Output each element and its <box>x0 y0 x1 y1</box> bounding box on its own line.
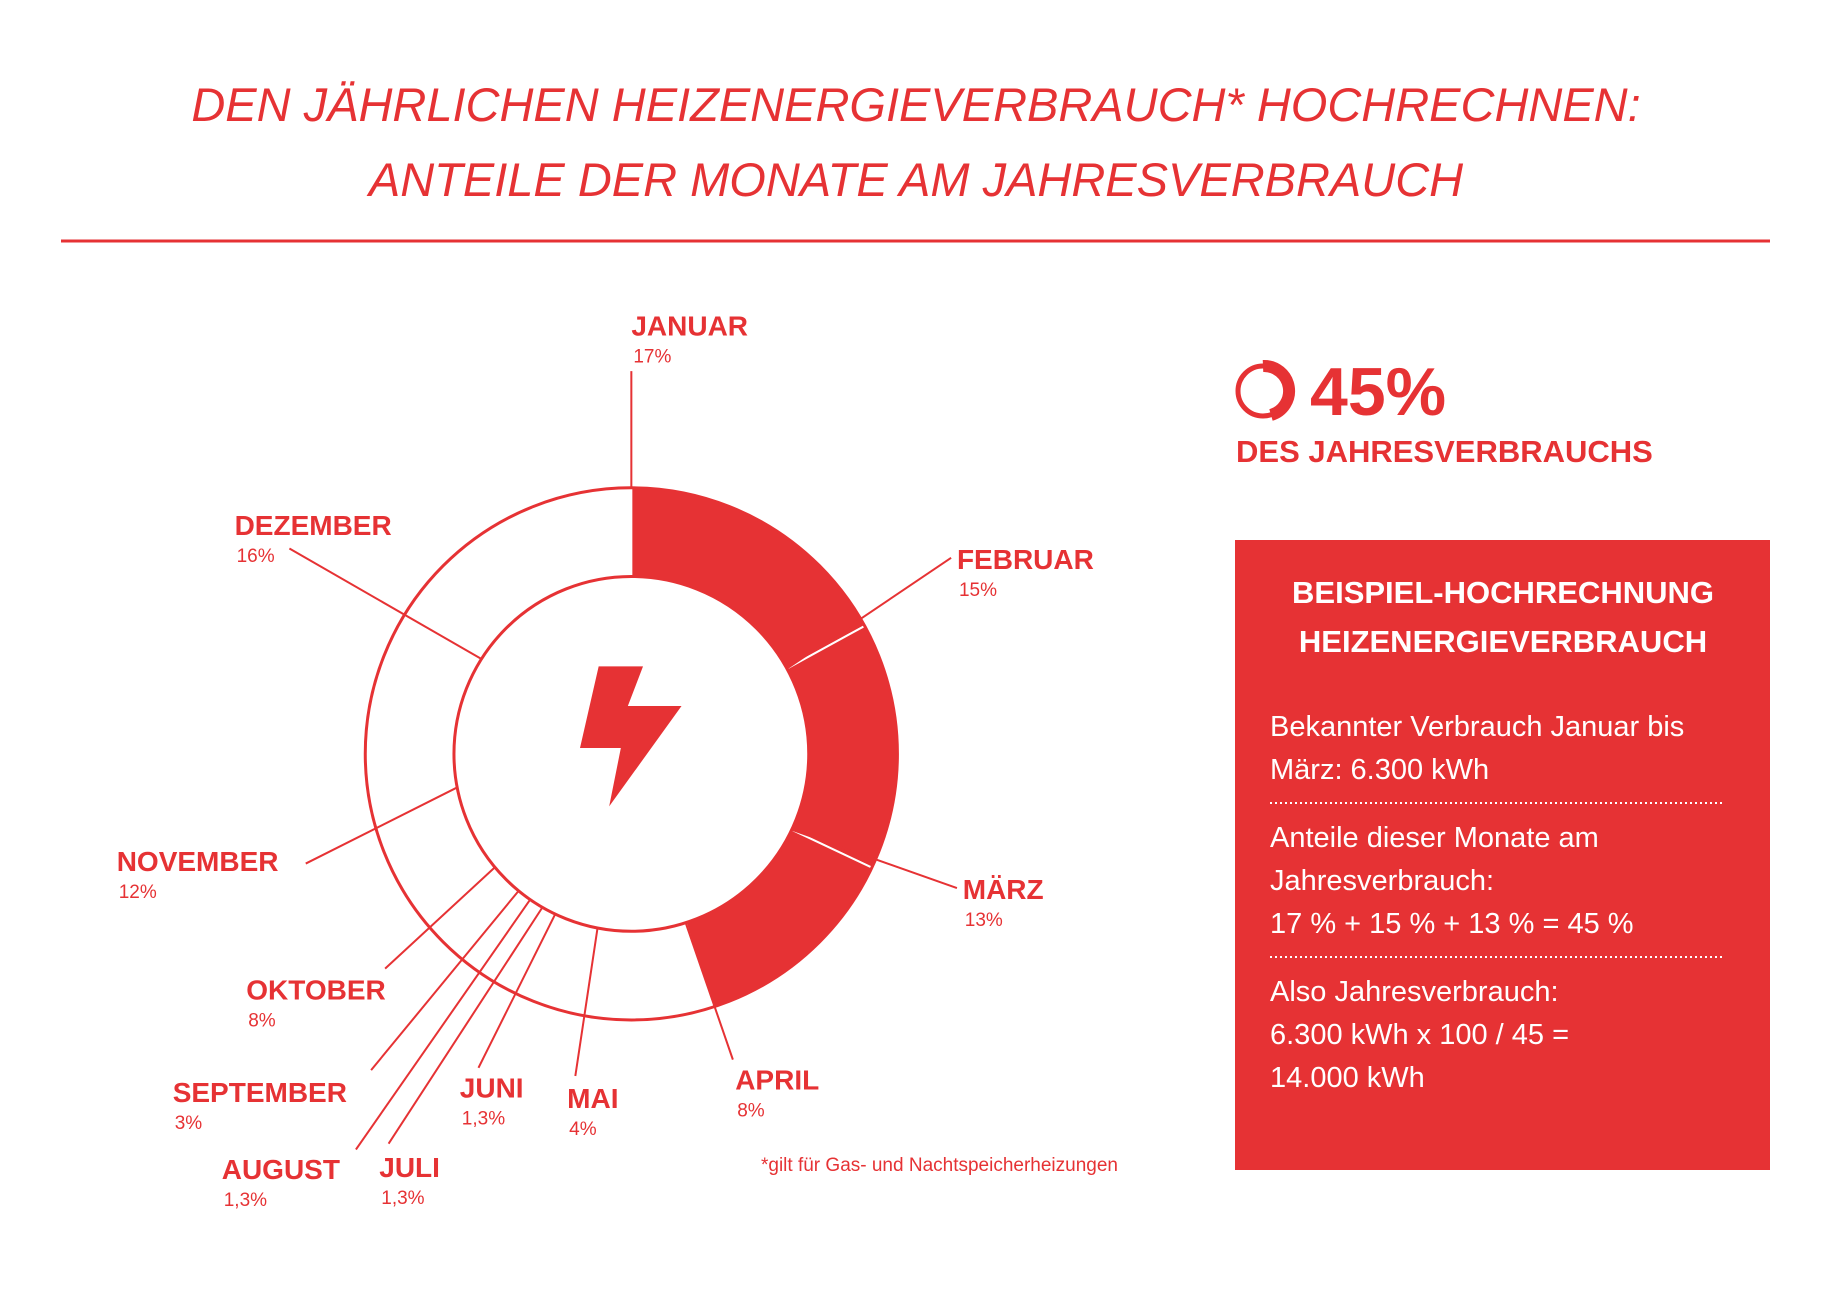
chart-subtitle: ANTEILE DER MONATE AM JAHRESVERBRAUCH <box>366 153 1463 206</box>
donut-segment <box>406 487 632 659</box>
value-label: 15% <box>959 580 997 601</box>
value-label: 1,3% <box>224 1190 267 1211</box>
leader-line <box>305 786 458 865</box>
month-label: DEZEMBER <box>235 510 392 541</box>
month-label: OKTOBER <box>246 974 386 1005</box>
leader-line <box>574 927 599 1077</box>
box-title: BEISPIEL-HOCHRECHNUNG <box>1292 575 1714 610</box>
box-text: 6.300 kWh x 100 / 45 = <box>1270 1019 1569 1051</box>
month-label: JANUAR <box>631 310 748 341</box>
leader-line <box>684 922 734 1060</box>
box-text: März: 6.300 kWh <box>1270 754 1489 786</box>
donut-segment <box>517 914 598 1016</box>
value-label: 1,3% <box>462 1108 505 1129</box>
month-label: MAI <box>567 1083 618 1114</box>
donut-segment <box>462 890 531 973</box>
donut-segment <box>580 922 713 1020</box>
value-label: 8% <box>248 1010 276 1031</box>
box-title: HEIZENERGIEVERBRAUCH <box>1299 624 1707 659</box>
value-label: 16% <box>237 546 275 567</box>
ring-icon <box>1235 360 1296 421</box>
month-label: SEPTEMBER <box>173 1077 347 1108</box>
box-text: Bekannter Verbrauch Januar bis <box>1270 711 1684 743</box>
month-label: JULI <box>379 1152 440 1183</box>
bolt-icon <box>579 666 682 807</box>
ring-outline <box>363 486 899 1022</box>
leader-line <box>288 547 482 660</box>
value-label: 4% <box>569 1119 597 1140</box>
ring-outline <box>452 574 811 933</box>
box-text: Jahresverbrauch: <box>1270 865 1494 897</box>
box-text: Anteile dieser Monate am <box>1270 822 1599 854</box>
donut-segment <box>365 611 482 805</box>
month-label: AUGUST <box>222 1154 340 1185</box>
month-label: NOVEMBER <box>117 846 279 877</box>
box-text: 14.000 kWh <box>1270 1062 1425 1094</box>
month-label: JUNI <box>460 1072 524 1103</box>
leader-line <box>355 899 531 1151</box>
value-label: 8% <box>737 1100 765 1121</box>
donut-segment <box>370 787 495 924</box>
highlight-label: DES JAHRESVERBRAUCHS <box>1236 434 1653 469</box>
donut-segment <box>426 867 519 960</box>
footnote: *gilt für Gas- und Nachtspeicherheizunge… <box>761 1155 1118 1176</box>
month-label: MÄRZ <box>963 874 1044 905</box>
month-label: APRIL <box>735 1064 819 1095</box>
value-label: 1,3% <box>381 1188 424 1209</box>
month-label: FEBRUAR <box>957 544 1094 575</box>
leader-line <box>477 913 557 1069</box>
value-label: 3% <box>175 1113 203 1134</box>
value-label: 13% <box>965 910 1003 931</box>
box-text: 17 % + 15 % + 13 % = 45 % <box>1270 908 1634 940</box>
leader-line <box>384 866 496 970</box>
leader-line <box>786 556 952 670</box>
highlight-value: 45% <box>1310 354 1446 430</box>
value-label: 17% <box>633 346 671 367</box>
chart-title: DEN JÄHRLICHEN HEIZENERGIEVERBRAUCH* HOC… <box>191 78 1640 131</box>
leader-line <box>791 828 958 890</box>
leader-line <box>370 890 520 1071</box>
donut-segment <box>479 899 543 985</box>
box-text: Also Jahresverbrauch: <box>1270 976 1559 1008</box>
value-label: 12% <box>119 882 157 903</box>
leader-line <box>387 906 544 1145</box>
donut-chart: JANUAR 17% FEBRUAR 15% MÄRZ 13% APRIL 8% MAI 4% JU… <box>117 310 1094 1211</box>
donut-segment <box>497 907 556 995</box>
example-box: BEISPIEL-HOCHRECHNUNG HEIZENERGIEVERBRAU… <box>1235 540 1770 1170</box>
donut-segment <box>684 828 874 1009</box>
